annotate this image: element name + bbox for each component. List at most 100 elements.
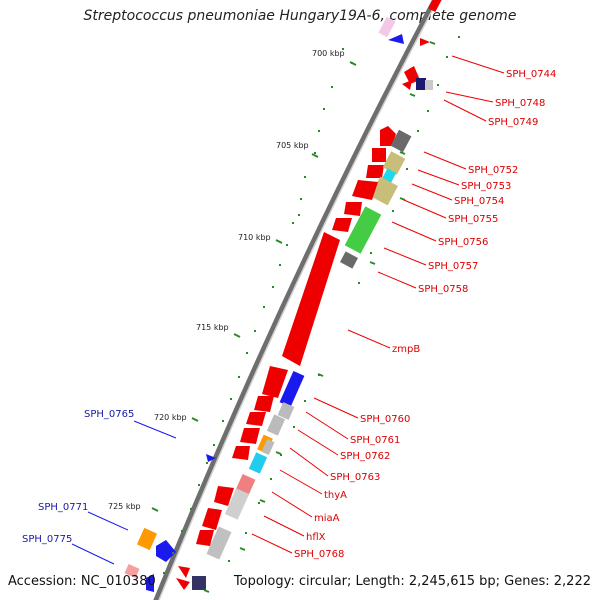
- scale-label: 715 kbp: [196, 323, 229, 332]
- scale-dot: [245, 532, 247, 534]
- genome-stats-text: Topology: circular; Length: 2,245,615 bp…: [233, 574, 591, 589]
- scale-major-tick: [311, 153, 319, 158]
- label-connector: [271, 491, 313, 518]
- scale-dot: [263, 306, 265, 308]
- gene-grey-0768: [206, 526, 232, 560]
- scale-dot: [458, 36, 460, 38]
- scale-label: 705 kbp: [276, 141, 309, 150]
- gene-label-forward: zmpB: [392, 344, 420, 355]
- label-connector: [133, 420, 177, 439]
- scale-dot: [163, 572, 165, 574]
- gene-label-forward: SPH_0757: [428, 261, 478, 272]
- gene-sph0755: [352, 180, 378, 200]
- scale-dot: [230, 398, 232, 400]
- scale-dot: [323, 108, 325, 110]
- gene-zmpB: [282, 232, 340, 366]
- scale-dot: [437, 84, 439, 86]
- scale-dot: [292, 222, 294, 224]
- scale-dot: [198, 484, 200, 486]
- label-connector: [377, 271, 417, 289]
- gene-grey-0748: [425, 80, 433, 90]
- gene-label-forward: SPH_0755: [448, 214, 498, 225]
- label-connector: [251, 533, 293, 554]
- gene-bottom-red-1: [178, 566, 190, 578]
- scale-dot: [213, 444, 215, 446]
- pink-feature: [378, 16, 396, 38]
- gene-label-forward: SPH_0768: [294, 549, 344, 560]
- scale-dot: [358, 282, 360, 284]
- gene-thyA: [232, 446, 250, 460]
- scale-dot: [272, 286, 274, 288]
- gene-grey-0758: [340, 251, 358, 269]
- gene-label-forward: thyA: [324, 490, 347, 501]
- scale-dot: [228, 560, 230, 562]
- label-connector: [279, 469, 323, 495]
- label-connector: [347, 329, 391, 349]
- scale-label: 710 kbp: [238, 233, 271, 242]
- gene-red-small: [402, 80, 412, 90]
- scale-dot: [172, 552, 174, 554]
- scale-label: 700 kbp: [312, 49, 345, 58]
- inner-tick: [429, 41, 436, 45]
- scale-ticks: [151, 36, 460, 593]
- scale-dot: [206, 462, 208, 464]
- gene-label-forward: SPH_0756: [438, 237, 488, 248]
- gene-green-0756: [344, 206, 382, 254]
- gene-sph0771: [156, 540, 176, 562]
- scale-dot: [300, 198, 302, 200]
- gene-label-forward: SPH_0744: [506, 69, 556, 80]
- label-connector: [417, 169, 460, 186]
- scale-dot: [406, 168, 408, 170]
- gene-sph0754: [366, 165, 384, 178]
- gene-cyan-0763: [248, 452, 268, 474]
- gene-label-forward: SPH_0754: [454, 196, 504, 207]
- scale-dot: [279, 264, 281, 266]
- gene-hflX: [202, 508, 222, 530]
- inner-tick: [259, 499, 266, 503]
- scale-dot: [270, 478, 272, 480]
- genome-backbone-highlight: [158, 0, 439, 600]
- label-connector: [305, 411, 349, 440]
- gene-label-forward: SPH_0761: [350, 435, 400, 446]
- inner-tick: [317, 373, 324, 377]
- accession-text: Accession: NC_010380: [8, 574, 156, 589]
- gene-sph0757: [332, 218, 352, 232]
- gene-label-forward: SPH_0760: [360, 414, 410, 425]
- scale-dot: [314, 152, 316, 154]
- gene-sph0768: [196, 530, 214, 546]
- gene-orange-0771: [136, 527, 158, 551]
- gene-label-forward: SPH_0753: [461, 181, 511, 192]
- label-connector: [443, 99, 487, 122]
- scale-dot: [318, 130, 320, 132]
- scale-dot: [238, 376, 240, 378]
- inner-tick: [409, 93, 416, 97]
- label-connector: [383, 247, 427, 266]
- gene-bottom-navy: [192, 576, 206, 590]
- gene-grey-miaA: [224, 488, 250, 520]
- scale-dot: [446, 56, 448, 58]
- genome-title: Streptococcus pneumoniae Hungary19A-6, c…: [83, 8, 517, 24]
- scale-dot: [254, 330, 256, 332]
- scale-dot: [331, 86, 333, 88]
- label-connector: [451, 55, 505, 74]
- gene-label-forward: SPH_0762: [340, 451, 390, 462]
- scale-major-tick: [233, 333, 241, 338]
- scale-major-tick: [349, 61, 357, 66]
- scale-dot: [298, 214, 300, 216]
- scale-major-tick: [151, 507, 159, 512]
- scale-dot: [258, 502, 260, 504]
- top-feature-group: [378, 0, 442, 46]
- scale-dot: [280, 454, 282, 456]
- gene-label-reverse: SPH_0765: [84, 409, 134, 420]
- inner-tick: [203, 589, 210, 593]
- label-connector: [289, 447, 329, 477]
- scale-major-tick: [191, 417, 199, 422]
- gene-label-forward: SPH_0752: [468, 165, 518, 176]
- inner-tick: [399, 151, 406, 155]
- gene-olive-0753: [382, 151, 406, 175]
- gene-sph0760: [262, 366, 288, 398]
- gene-label-forward: miaA: [314, 513, 340, 524]
- scale-dot: [304, 400, 306, 402]
- gene-pink-0775: [124, 563, 140, 579]
- label-connector: [71, 543, 115, 565]
